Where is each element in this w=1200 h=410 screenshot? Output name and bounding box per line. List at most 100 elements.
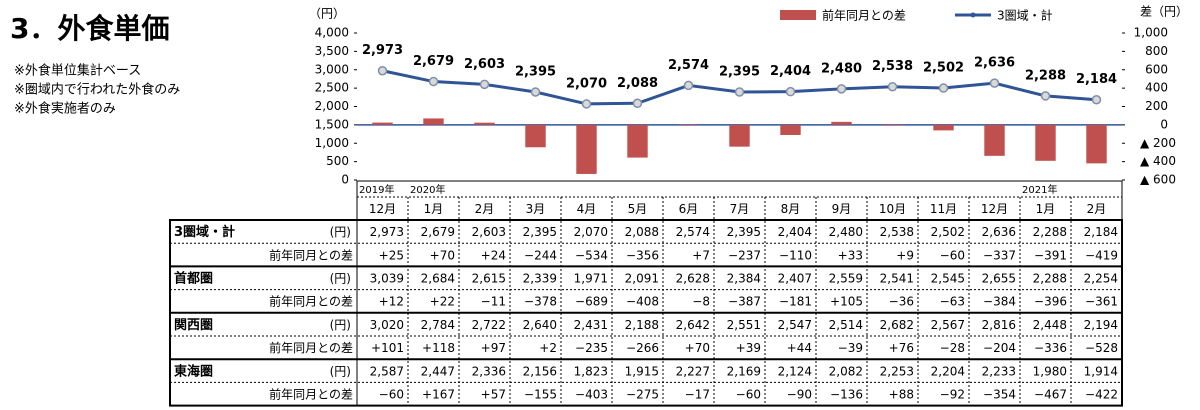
month-label: 4月 [577, 202, 597, 216]
marker [581, 99, 592, 109]
data-label: 2,538 [872, 59, 913, 74]
table-cell: 2,545 [931, 272, 965, 286]
table-cell: 2,514 [829, 318, 863, 332]
table-cell: 2,640 [523, 318, 557, 332]
table-cell: −28 [940, 341, 965, 355]
row-unit: (円) [330, 364, 351, 378]
table-cell: 1,980 [1033, 364, 1067, 378]
table-cell: 2,567 [931, 318, 965, 332]
table-cell: −361 [1085, 295, 1118, 309]
row-label: 前年同月との差 [269, 387, 353, 402]
table-cell: 2,636 [982, 225, 1016, 239]
y-tick-label: 0 [341, 173, 349, 187]
table-cell: +101 [371, 341, 404, 355]
month-label: 9月 [832, 202, 852, 216]
legend-swatch [780, 10, 816, 20]
row-unit: (円) [330, 318, 351, 332]
bar [372, 122, 393, 125]
bar [780, 124, 801, 135]
bar [984, 124, 1005, 156]
table-cell: −408 [626, 295, 659, 309]
row-label: 前年同月との差 [269, 294, 353, 309]
table-cell: 2,547 [778, 318, 812, 332]
y-tick-label: 3,000 [315, 62, 349, 76]
table-cell: 2,156 [523, 364, 557, 378]
marker [938, 83, 949, 93]
table-cell: 1,915 [625, 364, 659, 378]
table-cell: +7 [692, 248, 710, 262]
data-label: 2,184 [1076, 72, 1117, 87]
data-label: 2,395 [515, 64, 556, 79]
marker [887, 81, 898, 92]
table-cell: 2,682 [880, 318, 914, 332]
legend-label: 前年同月との差 [822, 8, 906, 23]
table-cell: −384 [983, 295, 1016, 309]
table-cell: −90 [787, 388, 812, 402]
table-cell: 2,551 [727, 318, 761, 332]
table-cell: 2,587 [370, 364, 404, 378]
table-cell: +24 [481, 248, 506, 262]
year-label: 2019年 [359, 183, 394, 196]
table-cell: +33 [838, 248, 863, 262]
page-title: 3．外食単価 [10, 12, 169, 45]
table-cell: 2,384 [727, 272, 761, 286]
data-label: 2,973 [362, 43, 403, 58]
bar [1086, 124, 1107, 164]
year-label: 2021年 [1022, 183, 1057, 196]
table-cell: −528 [1085, 341, 1118, 355]
table-cell: 2,448 [1033, 318, 1067, 332]
table-cell: −467 [1034, 388, 1067, 402]
row-label: 前年同月との差 [269, 247, 353, 262]
table-cell: −378 [524, 295, 557, 309]
y-tick-label: 3,500 [315, 44, 349, 58]
table-cell: +76 [889, 341, 914, 355]
marker [683, 80, 694, 91]
table-cell: 2,091 [625, 272, 659, 286]
table-cell: +97 [481, 341, 506, 355]
table-cell: 2,502 [931, 225, 965, 239]
legend-swatch [970, 12, 976, 18]
table-cell: 2,070 [574, 225, 608, 239]
table-cell: −110 [779, 248, 812, 262]
table-cell: 2,254 [1084, 272, 1118, 286]
note: ※圏域内で行われた外食のみ [14, 82, 180, 98]
table-cell: 2,559 [829, 272, 863, 286]
marker [989, 78, 1000, 88]
data-label: 2,480 [821, 61, 862, 76]
table-cell: +167 [422, 388, 455, 402]
marker [1040, 91, 1051, 101]
table-cell: 2,188 [625, 318, 659, 332]
table-cell: +12 [379, 295, 404, 309]
table-cell: −387 [728, 295, 761, 309]
table-cell: 2,407 [778, 272, 812, 286]
table-cell: −396 [1034, 295, 1067, 309]
table-cell: 2,615 [472, 272, 506, 286]
marker [632, 98, 643, 109]
table-frame [169, 219, 1123, 407]
table-cell: 1,971 [574, 272, 608, 286]
table-cell: −244 [524, 248, 557, 262]
table-cell: 2,339 [523, 272, 557, 286]
table-cell: 2,082 [829, 364, 863, 378]
table-cell: −11 [481, 295, 506, 309]
table-cell: −60 [379, 388, 404, 402]
bar [627, 124, 648, 158]
marker [1091, 94, 1102, 105]
table-cell: −63 [940, 295, 965, 309]
table-cell: −266 [626, 341, 659, 355]
legend-label: 3圏域・計 [997, 8, 1053, 23]
row-label: 3圏域・計 [174, 224, 235, 240]
table-cell: +57 [481, 388, 506, 402]
row-unit: (円) [330, 272, 351, 286]
table-cell: +2 [539, 341, 557, 355]
bar [729, 124, 750, 147]
table-cell: 2,973 [370, 225, 404, 239]
table-cell: −237 [728, 248, 761, 262]
table-cell: −39 [838, 341, 863, 355]
table-cell: −422 [1085, 388, 1118, 402]
marker [377, 65, 388, 76]
marker [428, 76, 439, 87]
table-cell: 2,722 [472, 318, 506, 332]
data-label: 2,395 [719, 64, 760, 79]
